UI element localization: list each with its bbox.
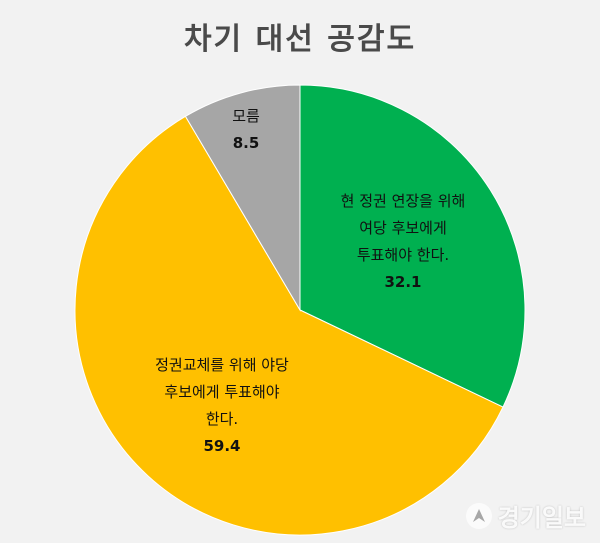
- pie-slice-2: [184, 84, 301, 312]
- slice-value-0: 32.1: [384, 273, 421, 291]
- slice-value-2: 8.5: [233, 134, 260, 152]
- slice-label-1-line-1: 후보에게 투표해야: [164, 383, 279, 401]
- slice-label-0-line-2: 투표해야 한다.: [357, 246, 449, 264]
- slice-label-0-line-1: 여당 후보에게: [359, 219, 447, 237]
- newspaper-logo-icon: [465, 502, 492, 529]
- slice-label-2-line-0: 모름: [232, 107, 260, 125]
- slice-label-1-line-0: 정권교체를 위해 야당: [155, 356, 289, 374]
- pie-slice-1: [74, 115, 504, 536]
- slice-label-1-line-2: 한다.: [206, 410, 238, 428]
- chart-title: 차기 대선 공감도: [183, 22, 417, 57]
- slice-value-1: 59.4: [203, 437, 240, 455]
- watermark: 경기일보: [465, 498, 586, 533]
- slice-label-0-line-0: 현 정권 연장을 위해: [341, 192, 466, 210]
- watermark-text: 경기일보: [497, 503, 586, 532]
- pie-slice-0: [299, 84, 526, 408]
